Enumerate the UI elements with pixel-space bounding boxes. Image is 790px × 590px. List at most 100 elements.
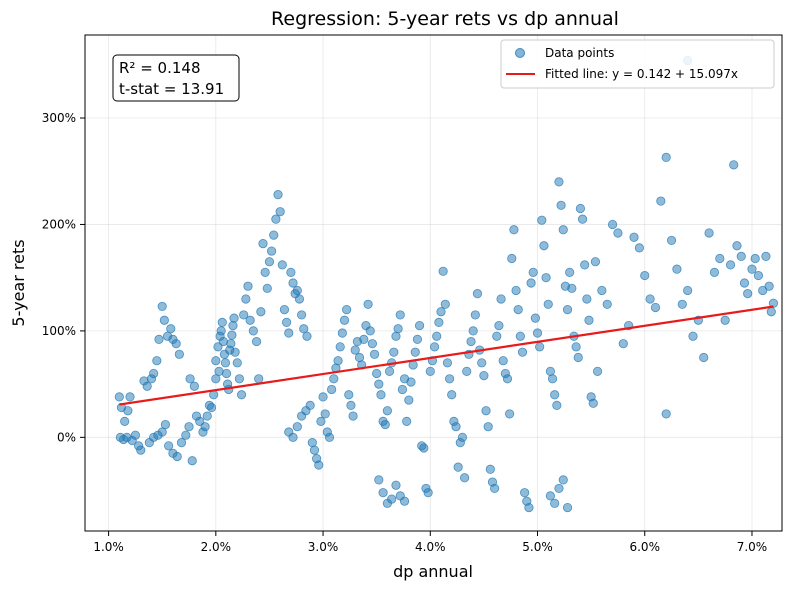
data-point [732,241,742,251]
data-point [292,422,302,432]
data-point [200,422,210,432]
data-point [562,502,573,513]
data-point [342,305,352,315]
data-point [230,347,240,357]
data-point [492,331,502,341]
data-point [243,281,253,291]
data-point [666,235,677,246]
data-point [472,289,483,299]
data-point [582,294,592,304]
data-point [333,356,343,366]
data-point [530,313,540,323]
grid [85,35,782,531]
data-point [187,456,197,466]
data-point [254,374,264,384]
data-point [412,334,423,345]
data-point [226,339,236,349]
data-point [241,294,251,304]
x-tick-label: 5.0% [522,540,553,554]
data-point [645,294,655,304]
data-point [391,480,401,490]
data-point [494,320,504,331]
data-point [363,299,373,309]
data-point [410,347,420,357]
data-point [206,402,217,413]
data-point [382,406,392,416]
data-point [284,328,294,338]
data-point [269,230,279,240]
data-point [457,432,468,442]
data-point [302,331,312,341]
data-point [524,502,534,513]
data-point [588,398,598,408]
data-point [318,392,328,402]
data-point [297,310,307,320]
data-point [262,283,272,293]
data-point [275,207,285,217]
data-point [181,430,191,440]
data-point [442,358,453,368]
data-point [288,278,298,288]
data-point [142,381,152,391]
data-point [758,285,768,296]
data-point [159,315,169,325]
data-point [260,267,270,277]
data-point [720,315,730,325]
data-point [316,416,326,426]
data-point [271,214,281,224]
data-point [634,243,644,253]
data-point [547,374,558,384]
data-point [273,190,283,200]
data-point [704,228,714,238]
r-squared-label: R² = 0.148 [119,59,200,77]
data-point [123,406,133,416]
data-point [236,390,247,400]
data-point [451,422,461,432]
data-point [160,419,171,430]
data-point [537,215,547,225]
data-point [258,239,268,249]
data-point [490,483,500,494]
data-point [406,377,416,387]
data-point [234,374,245,384]
data-point [281,317,292,327]
chart-title: Regression: 5-year rets vs dp annual [271,8,619,30]
data-point [466,336,476,347]
data-point [462,366,472,376]
legend: Data points Fitted line: y = 0.142 + 15.… [500,39,775,89]
data-point [372,368,382,379]
data-point [239,310,249,320]
y-tick-label: 200% [42,217,76,231]
data-point [185,374,195,384]
data-point [329,374,339,384]
data-point [389,347,399,357]
data-point [320,409,330,419]
data-point [174,349,184,359]
data-point [513,305,523,315]
data-point [339,315,350,325]
legend-frame [500,39,775,89]
data-point [699,352,709,363]
data-point [496,294,506,304]
data-point [709,267,720,277]
data-point [479,370,489,381]
data-point [432,331,442,341]
data-point [532,328,543,338]
data-point [592,366,603,376]
data-point [423,488,433,498]
data-point [528,267,538,277]
data-point [436,307,446,317]
data-point [221,368,232,379]
data-point [483,422,493,432]
data-point [114,392,124,402]
data-point [214,366,224,376]
data-point [502,374,513,384]
data-point [650,302,661,313]
data-point [136,445,146,455]
data-point [376,390,386,400]
data-point [715,253,725,264]
x-tick-label: 2.0% [201,540,232,554]
data-point [419,443,429,453]
stats-box: R² = 0.148 t-stat = 13.91 [112,54,240,102]
